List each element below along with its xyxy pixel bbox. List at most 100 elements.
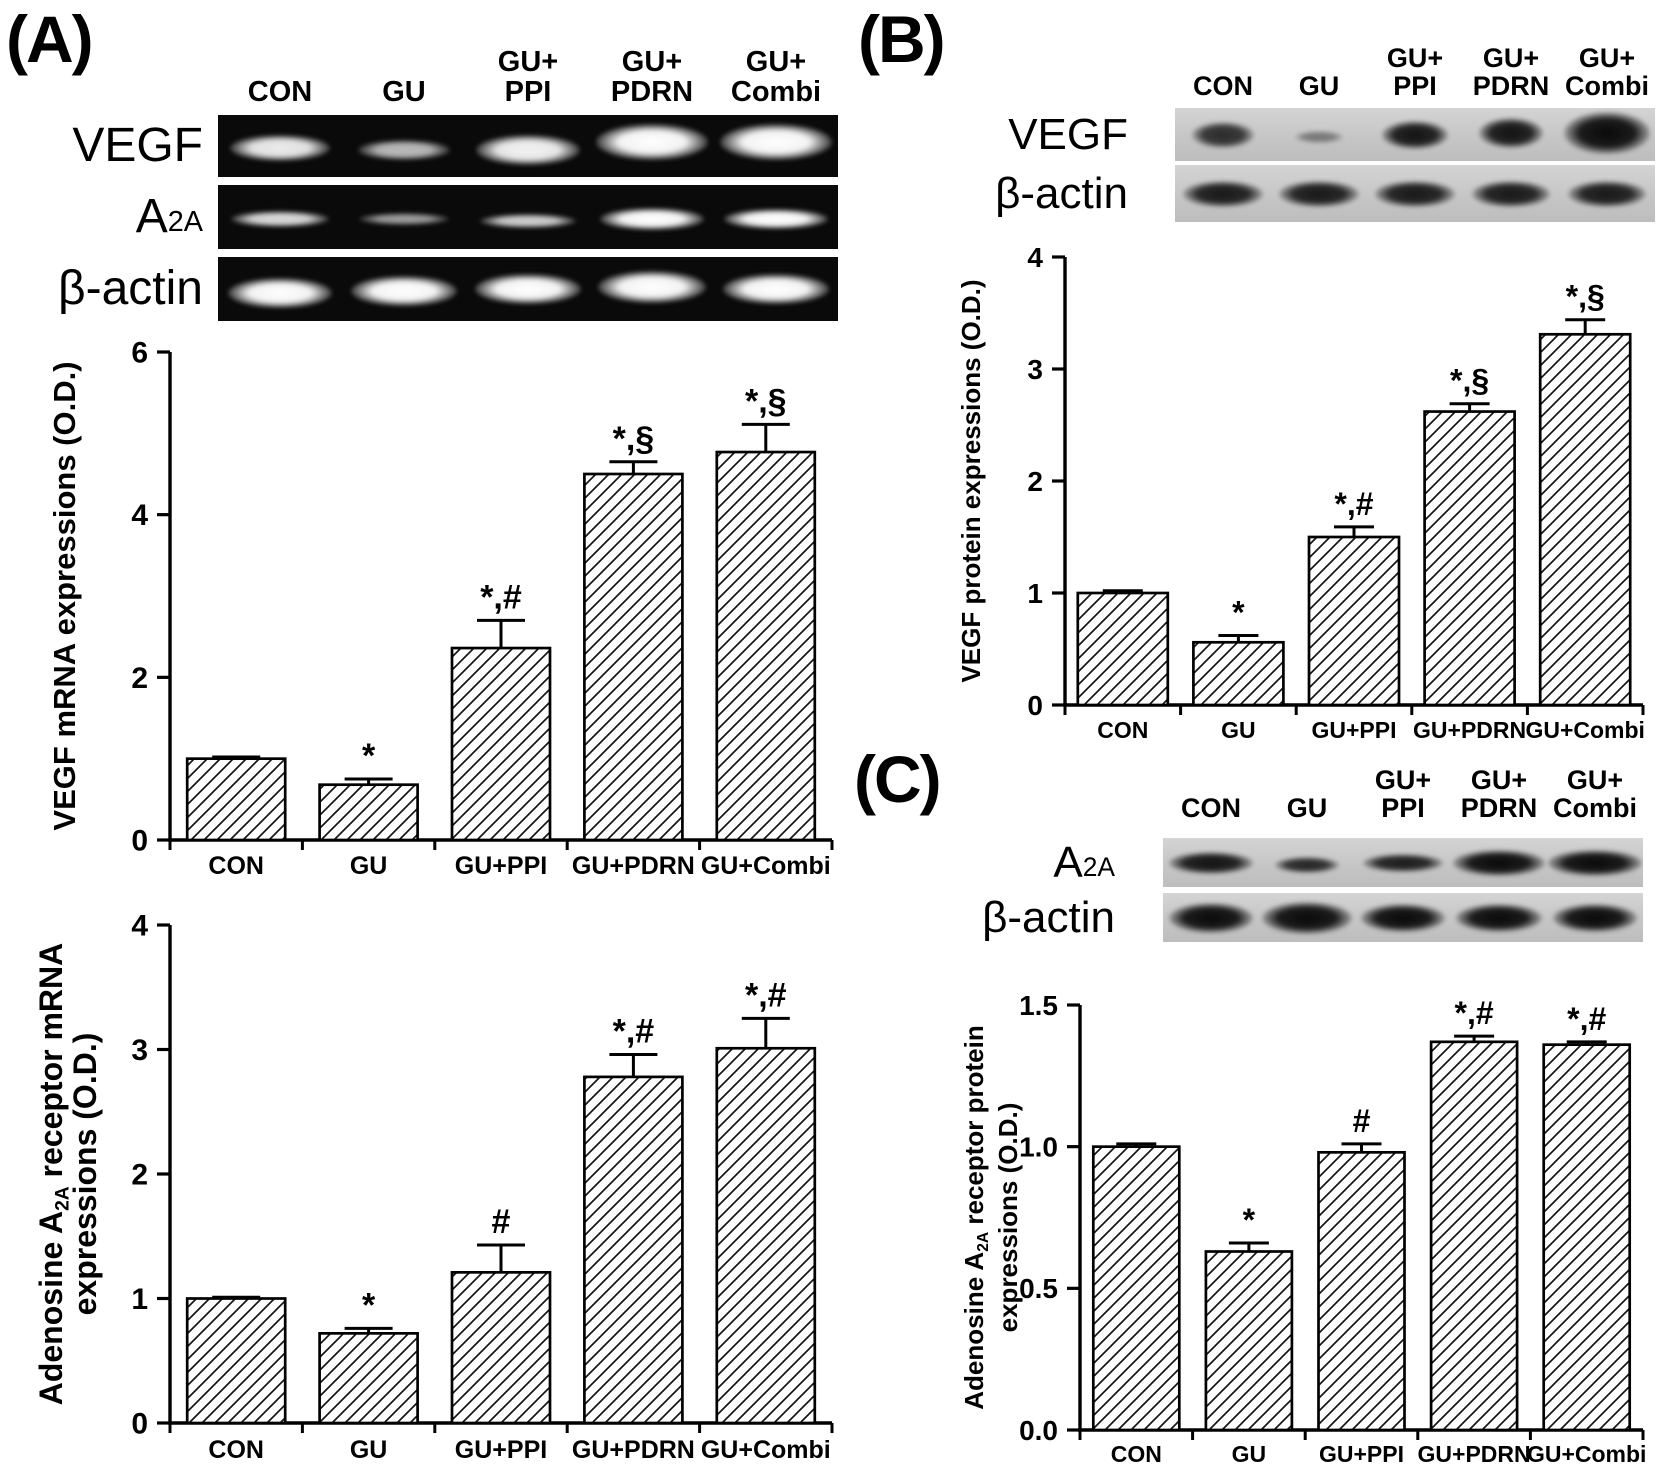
lane-header: GU+ PDRN [610,45,694,108]
x-category-label: GU+PDRN [572,1436,695,1464]
significance-annotation: *,# [480,578,522,616]
lane-header: GU+ PPI [1386,42,1444,101]
gel-band [476,135,580,165]
lane-header-row: CON GU GU+ PPI GU+ PDRN GU+ Combi [1175,42,1655,101]
bar-gu [318,783,419,842]
significance-annotation: # [1353,1103,1371,1139]
blot-band [1382,120,1448,149]
blot-band [1192,121,1254,148]
blot-band [1361,903,1445,932]
y-tick-label: 6 [131,337,148,370]
y-tick-label: 2 [131,1159,148,1192]
significance-annotation: *,# [613,1012,655,1050]
row-label-actin: β-actin [995,168,1128,218]
x-category-label: GU+PDRN [1413,717,1526,743]
gel-row-a2a [218,185,838,249]
chart-vegf-protein: 0 1 2 3 4 CON * GU *,# GU+PPI *,§ GU+PDRN *,§ GU+Comb… [956,242,1645,743]
bar-gu [1192,640,1285,707]
chart-vegf-mrna: 0 2 4 6 CON * GU *,# GU+PPI *,§ GU+PDRN *,§ GU+Combi… [47,337,834,880]
blot-band [1553,903,1637,932]
chart-a2a-mrna: 0 1 2 3 4 CON * GU # GU+PPI *,# GU+PDRN *,# GU+Combi A… [33,910,834,1464]
y-tick-label: 0 [131,1408,148,1441]
blot-band [1295,130,1343,143]
significance-annotation: *,§ [1450,363,1489,399]
gel-row-actin [218,257,838,321]
bar-gu-ppi [1307,535,1401,707]
gel-band [359,213,449,225]
gel-band [230,135,330,161]
panel-b-label: (B) [858,2,946,76]
y-axis-title: expressions (O.D.) [993,1103,1023,1333]
bar-con [185,1297,287,1425]
x-category-label: CON [1097,717,1148,743]
blot-band [1453,849,1545,876]
y-axis-title: expressions (O.D.) [67,1033,103,1316]
lane-header: GU+ Combi [1565,42,1649,101]
x-category-label: GU+Combi [701,852,831,880]
lane-header-row: CON GU GU+ PPI GU+ PDRN GU+ Combi [218,47,838,108]
y-tick-label: 2 [1027,466,1043,497]
x-category-label: GU+Combi [1525,717,1644,743]
x-category-label: CON [208,1436,264,1464]
significance-annotation: * [1232,595,1245,631]
bar-gu-combi [1538,332,1632,707]
bar-con [1076,591,1170,707]
blot-band [1363,853,1443,872]
lane-header: GU [1286,792,1328,823]
panel-c-label: (C) [854,742,942,816]
blot-panel-b: CON GU GU+ PPI GU+ PDRN GU+ Combi [1175,42,1655,222]
significance-annotation: *,# [745,976,787,1014]
blot-band [1568,180,1646,207]
y-tick-label: 0.0 [1019,1415,1058,1446]
bar-con [1091,1145,1181,1432]
gel-band [596,124,708,160]
panel-a-label: (A) [6,2,94,76]
row-label-a2a: A 2A [135,190,203,243]
x-category-label: GU [1232,1441,1267,1467]
x-category-label: GU+PPI [1311,717,1396,743]
gel-band [724,209,828,229]
lane-header: CON [1193,70,1253,101]
significance-annotation: *,# [1567,1001,1606,1037]
lane-header: GU [1298,70,1340,101]
bar-gu-combi [1542,1043,1632,1432]
blot-band [1479,117,1543,148]
x-category-label: GU+Combi [701,1436,831,1464]
significance-annotation: *,# [1334,486,1373,522]
blot-band [1169,851,1253,874]
x-category-label: GU [350,1436,388,1464]
significance-annotation: * [1243,1202,1256,1238]
lane-header: GU+ PPI [1374,764,1432,823]
y-tick-label: 1 [1027,578,1043,609]
lane-header: CON [1181,792,1241,823]
significance-annotation: * [362,737,376,775]
significance-annotation: *,§ [745,382,787,420]
row-label-actin: β-actin [58,262,203,315]
lane-header-row: CON GU GU+ PPI GU+ PDRN GU+ Combi [1163,760,1643,822]
row-label-a2a: A 2A [1053,837,1115,887]
blot-band [1375,180,1455,207]
y-tick-label: 1 [131,1283,148,1316]
blot-panel-c: CON GU GU+ PPI GU+ PDRN GU+ Combi [1163,760,1643,942]
x-category-label: GU [350,852,388,880]
blot-row-actin [1175,165,1655,222]
blot-band [1169,902,1253,933]
gel-band [358,140,450,160]
x-category-label: GU+PDRN [1418,1441,1531,1467]
gel-band [600,208,704,230]
x-category-label: GU+PPI [455,1436,547,1464]
x-category-label: GU+Combi [1527,1441,1646,1467]
blot-band [1183,180,1263,207]
significance-annotation: *,§ [613,420,655,458]
blot-row-actin [1163,893,1643,942]
lane-header: GU+ PDRN [1460,764,1538,823]
row-label-vegf: VEGF [72,119,203,172]
bar-gu-pdrn [583,472,684,842]
lane-header: GU+ PDRN [1472,42,1550,101]
blot-band [1279,180,1359,207]
y-axis-title: VEGF protein expressions (O.D.) [956,279,986,682]
y-tick-label: 1.5 [1019,990,1058,1021]
lane-header: GU [382,75,426,108]
bar-gu [318,1332,419,1425]
